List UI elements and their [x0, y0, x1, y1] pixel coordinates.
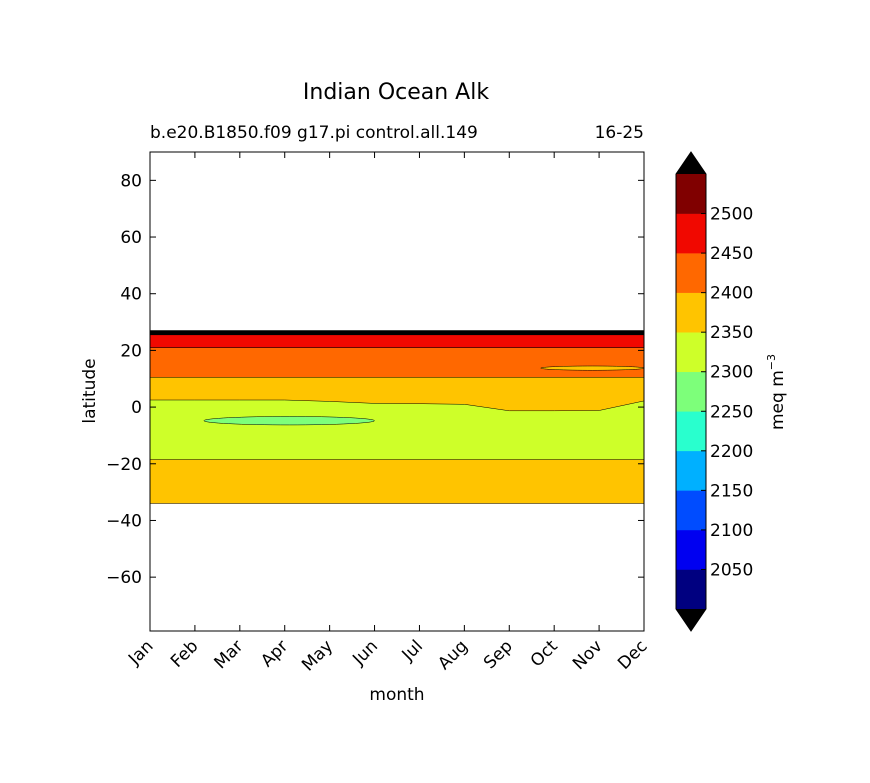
x-tick-label: Jan	[124, 636, 157, 669]
colorbar-label: meq m−3	[765, 354, 788, 430]
x-tick-label: Jun	[348, 636, 382, 670]
colorbar-tick-label: 2250	[710, 402, 753, 422]
x-tick-label: Apr	[257, 636, 292, 671]
colorbar-extend-low	[676, 609, 706, 631]
colorbar-segment	[676, 292, 706, 333]
colorbar-tick-label: 2150	[710, 481, 753, 501]
x-axis-label: month	[369, 685, 424, 705]
colorbar-extend-high	[676, 152, 706, 174]
plot-frame	[149, 151, 645, 632]
contour-band-3	[149, 334, 645, 348]
colorbar-outline	[675, 151, 707, 632]
x-tick-label: Dec	[614, 636, 651, 673]
x-tick-label: Oct	[527, 636, 562, 671]
x-tick-label: Sep	[480, 636, 517, 673]
contour-band-2	[149, 347, 645, 378]
colorbar-tick-label: 2450	[710, 244, 753, 264]
colorbar-label-unit: meq m	[768, 370, 788, 430]
chart-subtitle-left: b.e20.B1850.f09 g17.pi control.all.149	[150, 123, 478, 143]
contour-patch-1	[540, 365, 645, 371]
y-tick-label: 40	[120, 285, 142, 305]
colorbar: 2050 2100 2150 2200 2250 2300 2350 2400 2450 2500	[675, 151, 753, 632]
y-tick-label: −60	[106, 568, 142, 588]
colorbar-segment	[676, 253, 706, 293]
colorbar-tick-label: 2100	[710, 521, 753, 541]
colorbar-tick-label: 2300	[710, 363, 753, 383]
chart-subtitle-right: 16-25	[595, 123, 644, 143]
colorbar-tick-label: 2400	[710, 284, 753, 304]
y-tick-label: 60	[120, 228, 142, 248]
chart-title: Indian Ocean Alk	[303, 80, 489, 105]
colorbar-segment	[676, 490, 706, 531]
x-tick-label: Feb	[167, 636, 202, 671]
colorbar-segment	[676, 213, 706, 254]
colorbar-segment	[676, 371, 706, 412]
x-tick-label: May	[298, 636, 337, 675]
colorbar-tick-label: 2050	[710, 560, 753, 580]
x-tick-label: Jul	[398, 636, 427, 665]
y-axis-label: latitude	[80, 358, 100, 423]
y-tick-label: 0	[131, 398, 142, 418]
x-tick-label: Nov	[569, 636, 607, 674]
colorbar-segment	[676, 569, 706, 610]
colorbar-label-exponent: −3	[765, 354, 778, 370]
colorbar-tick-label: 2350	[710, 323, 753, 343]
colorbar-segment	[676, 529, 706, 570]
colorbar-segment	[676, 174, 706, 214]
y-tick-label: 80	[120, 171, 142, 191]
colorbar-segment	[676, 411, 706, 452]
contour-patch-0	[203, 416, 375, 426]
y-tick-label: 20	[120, 341, 142, 361]
colorbar-tick-label: 2500	[710, 205, 753, 225]
y-axis: 80 60 40 20 0 −20 −40 −60	[106, 171, 644, 588]
y-tick-label: −20	[106, 455, 142, 475]
plot-area	[149, 151, 645, 632]
colorbar-tick-label: 2200	[710, 442, 753, 462]
contour-band-4	[149, 330, 645, 336]
colorbar-segment	[676, 450, 706, 491]
x-tick-label: Mar	[211, 636, 248, 673]
x-tick-label: Aug	[434, 636, 472, 674]
y-tick-label: −40	[106, 511, 142, 531]
colorbar-segment	[676, 332, 706, 373]
